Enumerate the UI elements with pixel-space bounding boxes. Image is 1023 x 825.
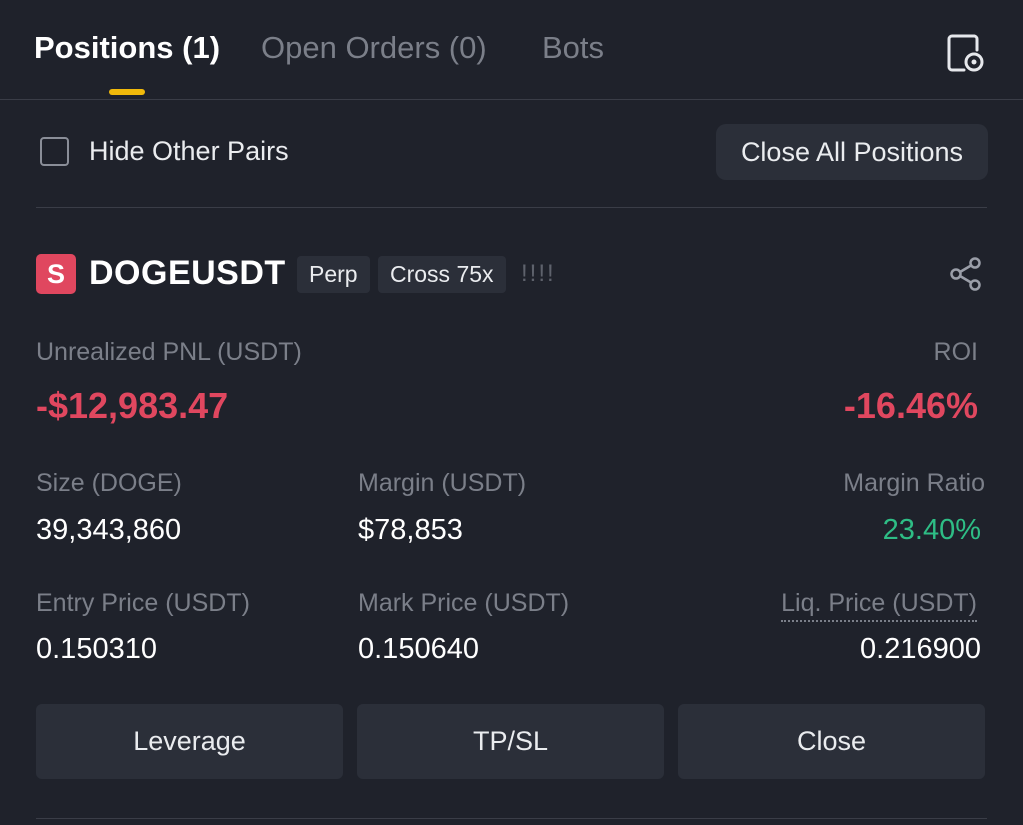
divider bbox=[36, 207, 987, 208]
margin-ratio-value: 23.40% bbox=[882, 514, 981, 546]
position-symbol[interactable]: DOGEUSDT bbox=[89, 254, 286, 292]
position-header: S DOGEUSDT Perp Cross 75x !!!! bbox=[0, 240, 1023, 310]
adl-indicator: !!!! bbox=[521, 260, 556, 287]
roi-label: ROI bbox=[933, 338, 978, 366]
mark-price-value: 0.150640 bbox=[358, 633, 479, 665]
tpsl-button[interactable]: TP/SL bbox=[357, 704, 664, 779]
active-tab-indicator bbox=[109, 89, 145, 95]
leverage-button[interactable]: Leverage bbox=[36, 704, 343, 779]
entry-price-label: Entry Price (USDT) bbox=[36, 589, 250, 617]
size-label: Size (DOGE) bbox=[36, 469, 182, 497]
hide-other-pairs-checkbox[interactable] bbox=[40, 137, 69, 166]
liq-price-value: 0.216900 bbox=[860, 633, 981, 665]
entry-price-value: 0.150310 bbox=[36, 633, 157, 665]
perp-tag: Perp bbox=[297, 256, 370, 293]
short-side-badge: S bbox=[36, 254, 76, 294]
bottom-divider bbox=[36, 818, 987, 819]
tab-open-orders[interactable]: Open Orders (0) bbox=[261, 30, 487, 65]
unrealized-pnl-label: Unrealized PNL (USDT) bbox=[36, 338, 302, 366]
share-icon[interactable] bbox=[948, 256, 984, 292]
liq-price-label[interactable]: Liq. Price (USDT) bbox=[781, 589, 977, 622]
mark-price-label: Mark Price (USDT) bbox=[358, 589, 570, 617]
position-tabs: Positions (1) Open Orders (0) Bots bbox=[0, 0, 1023, 100]
unrealized-pnl-value: -$12,983.47 bbox=[36, 385, 229, 426]
close-all-positions-button[interactable]: Close All Positions bbox=[716, 124, 988, 180]
history-document-icon[interactable] bbox=[944, 32, 986, 74]
tab-positions[interactable]: Positions (1) bbox=[34, 30, 221, 65]
filter-row: Hide Other Pairs Close All Positions bbox=[0, 100, 1023, 208]
hide-other-pairs-label[interactable]: Hide Other Pairs bbox=[89, 136, 289, 166]
margin-label: Margin (USDT) bbox=[358, 469, 527, 497]
margin-ratio-label[interactable]: Margin Ratio bbox=[843, 469, 985, 497]
margin-mode-tag[interactable]: Cross 75x bbox=[378, 256, 506, 293]
tab-bots[interactable]: Bots bbox=[542, 30, 605, 65]
margin-value: $78,853 bbox=[358, 514, 463, 546]
roi-value: -16.46% bbox=[843, 385, 978, 426]
size-value: 39,343,860 bbox=[36, 514, 182, 546]
close-position-button[interactable]: Close bbox=[678, 704, 985, 779]
